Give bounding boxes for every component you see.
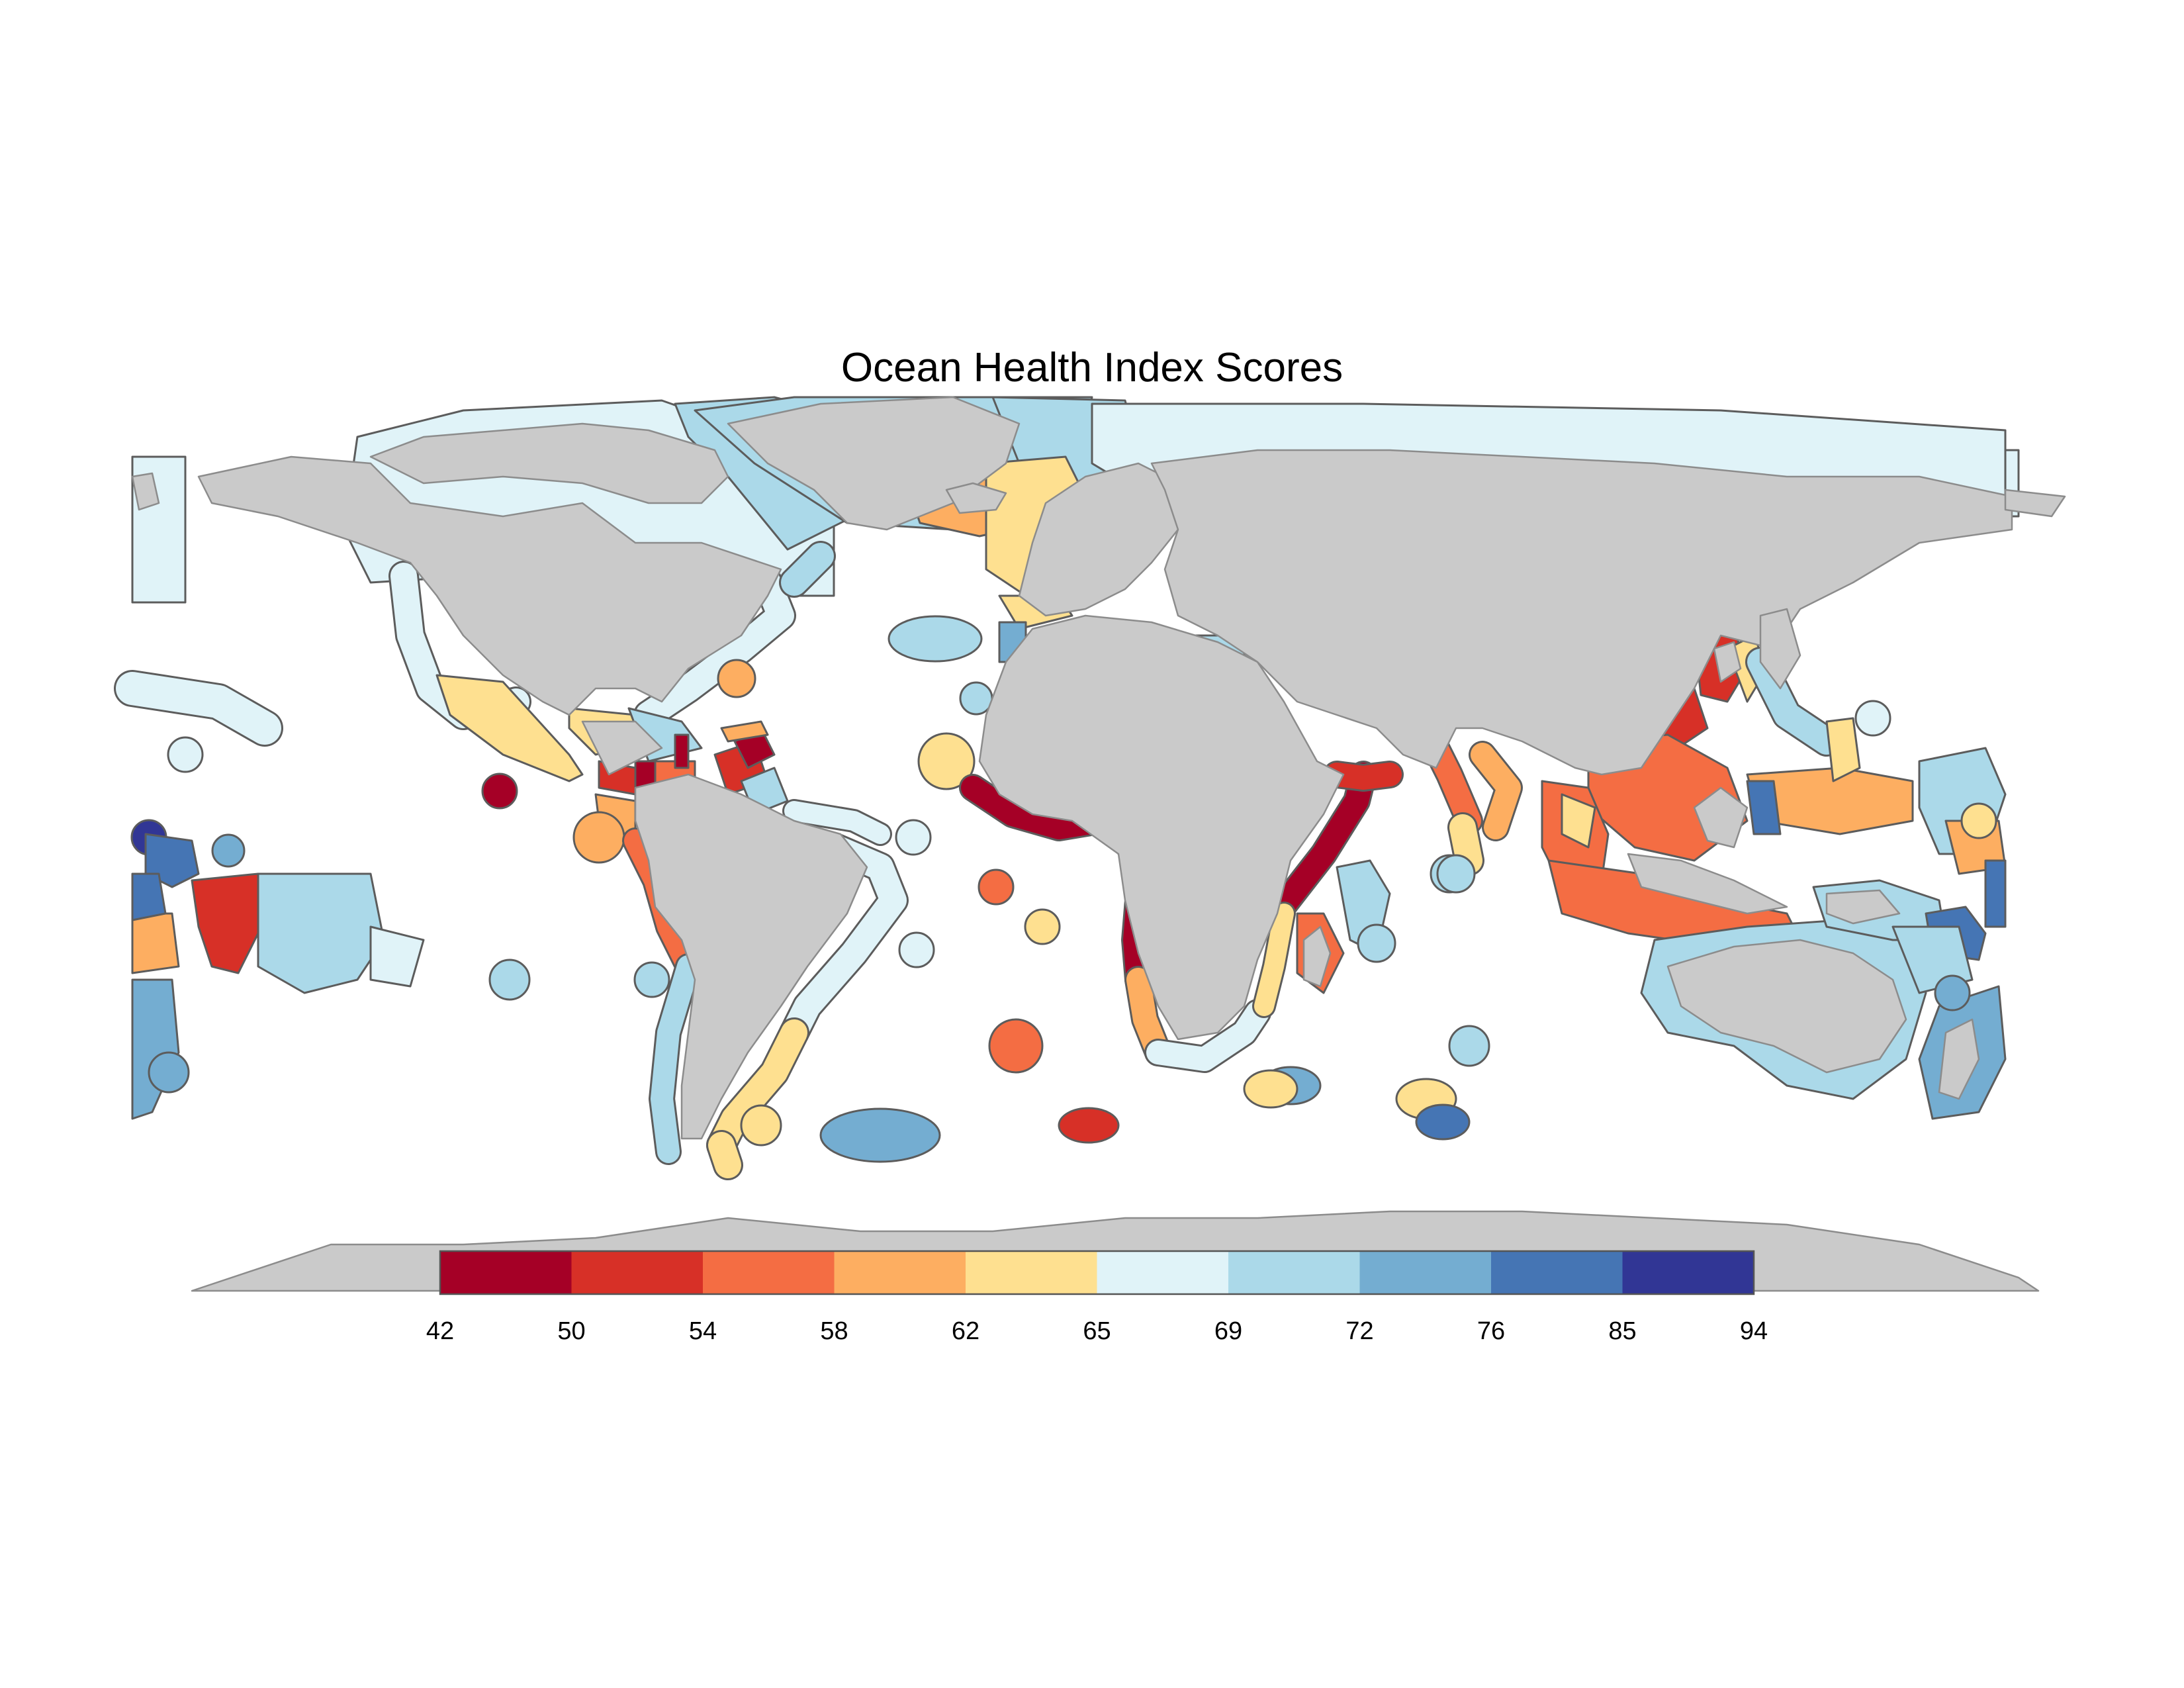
eez-line-islands — [211, 833, 246, 868]
legend-tick-label: 42 — [426, 1317, 455, 1345]
legend-swatch-1 — [571, 1251, 704, 1294]
eez-ascension — [978, 868, 1015, 906]
eez-kermadec — [1934, 974, 1971, 1011]
eez-trindade — [898, 931, 935, 968]
eez-haiti — [674, 733, 690, 769]
land-indonesia — [1627, 853, 1788, 915]
eez-crozet — [1243, 1069, 1298, 1109]
eez-cook-islands — [191, 872, 266, 974]
eez-guianas — [784, 801, 890, 844]
eez-chagos-2 — [1436, 854, 1476, 894]
land-chukotka-east — [2004, 489, 2066, 518]
eez-palau — [1746, 780, 1782, 835]
eez-azores — [887, 615, 983, 663]
land-central-america — [581, 720, 663, 776]
eez-cape-verde — [917, 732, 976, 790]
eez-thailand — [1561, 793, 1596, 849]
legend-tick-label: 72 — [1345, 1317, 1374, 1345]
eez-mozambique — [1254, 904, 1294, 1016]
eez-puerto-rico — [720, 720, 769, 743]
eez-clipperton — [481, 773, 518, 810]
eez-wake — [1854, 700, 1891, 737]
land-arctic-archipelago — [369, 422, 729, 504]
land-layer — [131, 396, 2066, 1292]
legend-swatch-7 — [1359, 1251, 1492, 1294]
legend-tick-label: 54 — [688, 1317, 717, 1345]
map-title: Ocean Health Index Scores — [841, 345, 1343, 391]
legend-swatch-5 — [1097, 1251, 1229, 1294]
eez-south-pacific-west — [131, 978, 180, 1120]
legend-tick-label: 50 — [557, 1317, 586, 1345]
eez-tuvalu — [1984, 859, 2007, 928]
eez-maldives — [1449, 814, 1482, 874]
eez-fernando — [895, 819, 932, 856]
color-legend — [439, 1250, 1755, 1295]
eez-amsterdam — [1448, 1025, 1490, 1067]
land-africa — [978, 614, 1345, 1041]
land-madagascar — [1302, 925, 1332, 988]
eez-gough — [1058, 1107, 1120, 1144]
eez-us-east — [635, 569, 794, 728]
eez-mexico-pacific — [435, 674, 584, 782]
legend-tick-label: 69 — [1214, 1317, 1243, 1345]
legend-swatch-9 — [1622, 1251, 1754, 1294]
land-north-america — [197, 455, 782, 716]
land-australia — [1666, 939, 1907, 1074]
land-iceland — [945, 482, 1007, 514]
eez-india-east — [1471, 743, 1521, 839]
eez-south-africa — [1146, 1001, 1269, 1071]
eez-tristan — [988, 1018, 1044, 1074]
eez-falklands — [740, 1104, 782, 1147]
eez-guam — [1825, 717, 1861, 782]
legend-tick-label: 85 — [1608, 1317, 1637, 1345]
eez-tuamotu — [369, 925, 425, 988]
eez-tonga — [131, 872, 167, 921]
legend-swatch-8 — [1491, 1251, 1623, 1294]
eez-juan-fernandez — [633, 961, 670, 998]
eez-mid-pacific-1 — [167, 736, 204, 773]
eez-canada-east — [781, 543, 834, 596]
land-korea — [1713, 641, 1742, 683]
eez-hawaii — [116, 672, 281, 745]
eez-french-polynesia — [257, 872, 385, 994]
land-asia — [1150, 449, 2013, 776]
legend-swatch-2 — [703, 1251, 835, 1294]
eez-japan-pacific — [1747, 649, 1840, 755]
eez-galapagos — [572, 811, 625, 864]
eez-heard — [1415, 1103, 1471, 1141]
eez-nauru — [1960, 802, 1997, 839]
eez-bermuda — [717, 659, 756, 698]
legend-tick-label: 62 — [951, 1317, 980, 1345]
land-philippines — [1693, 786, 1749, 849]
land-new-guinea — [1825, 889, 1901, 925]
eez-kermadec-west — [148, 1051, 190, 1094]
legend-tick-label: 94 — [1739, 1317, 1768, 1345]
land-japan — [1759, 608, 1801, 690]
land-south-america — [634, 773, 868, 1140]
legend-swatch-3 — [834, 1251, 966, 1294]
legend-frame — [439, 1250, 1755, 1295]
land-europe — [1018, 462, 1193, 617]
eez-st-helena — [1024, 908, 1061, 945]
eez-pitcairn — [488, 959, 531, 1001]
eez-niue — [131, 912, 180, 974]
legend-tick-label: 58 — [820, 1317, 848, 1345]
land-chukotka-west — [131, 472, 160, 511]
legend-tick-label: 76 — [1477, 1317, 1506, 1345]
legend-swatch-6 — [1228, 1251, 1360, 1294]
legend-swatch-0 — [440, 1251, 572, 1294]
legend-tick-label: 65 — [1083, 1317, 1111, 1345]
legend-swatch-4 — [966, 1251, 1097, 1294]
eez-south-georgia — [819, 1107, 941, 1163]
land-new-zealand — [1938, 1018, 1980, 1100]
eez-chile — [651, 955, 700, 1163]
eez-gulf-aden — [1325, 763, 1402, 790]
eez-mauritius — [1357, 923, 1396, 963]
eez-argentina-south — [708, 1132, 741, 1178]
